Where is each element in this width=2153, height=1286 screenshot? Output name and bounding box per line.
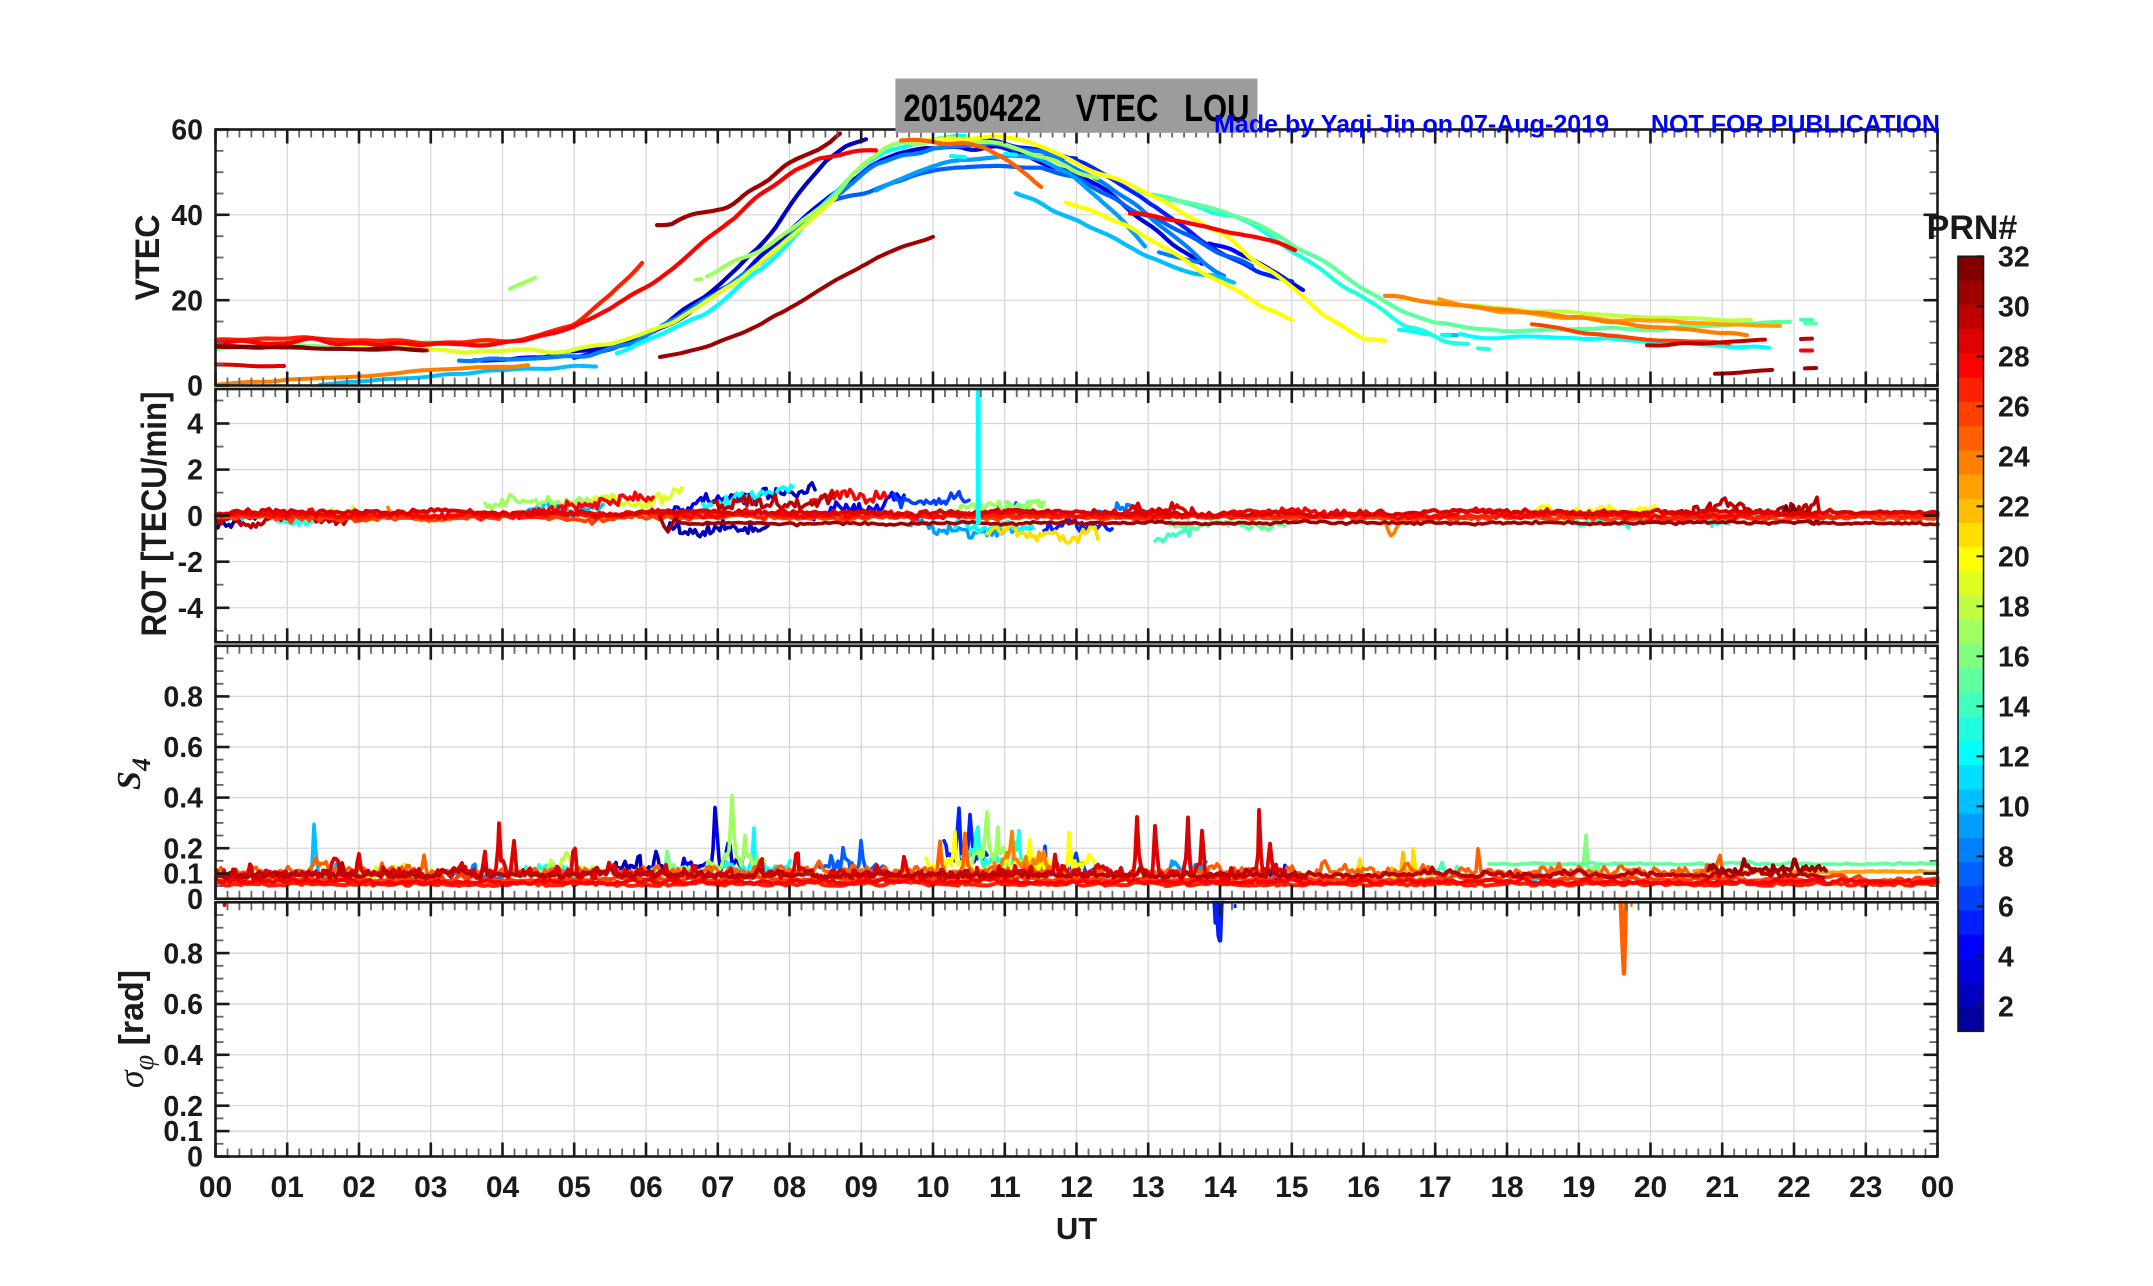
svg-text:0.6: 0.6 bbox=[163, 732, 203, 764]
svg-text:ROT [TECU/min]: ROT [TECU/min] bbox=[135, 392, 174, 637]
svg-text:60: 60 bbox=[171, 115, 203, 147]
svg-text:00: 00 bbox=[1921, 1171, 1954, 1204]
svg-text:16: 16 bbox=[1998, 641, 2030, 673]
svg-text:0.1: 0.1 bbox=[163, 859, 203, 891]
svg-text:18: 18 bbox=[1490, 1171, 1523, 1204]
svg-text:0.4: 0.4 bbox=[163, 1040, 203, 1072]
svg-text:0: 0 bbox=[187, 501, 203, 533]
svg-text:σφ [rad]: σφ [rad] bbox=[111, 970, 160, 1088]
svg-text:14: 14 bbox=[1998, 691, 2030, 723]
svg-text:0: 0 bbox=[187, 371, 203, 403]
svg-text:20: 20 bbox=[1998, 541, 2030, 573]
svg-text:16: 16 bbox=[1347, 1171, 1380, 1204]
svg-text:22: 22 bbox=[1998, 491, 2030, 523]
svg-text:4: 4 bbox=[1998, 941, 2014, 973]
svg-text:0: 0 bbox=[187, 1142, 203, 1174]
svg-text:14: 14 bbox=[1203, 1171, 1237, 1204]
svg-text:0: 0 bbox=[187, 884, 203, 916]
svg-text:UT: UT bbox=[1056, 1211, 1097, 1246]
svg-text:20: 20 bbox=[1634, 1171, 1667, 1204]
svg-text:09: 09 bbox=[845, 1171, 878, 1204]
svg-text:-4: -4 bbox=[178, 593, 203, 625]
svg-text:8: 8 bbox=[1998, 841, 2014, 873]
svg-text:08: 08 bbox=[773, 1171, 806, 1204]
svg-text:17: 17 bbox=[1419, 1171, 1452, 1204]
svg-text:23: 23 bbox=[1849, 1171, 1882, 1204]
svg-text:07: 07 bbox=[701, 1171, 734, 1204]
svg-text:0.2: 0.2 bbox=[163, 1091, 203, 1123]
svg-text:0.2: 0.2 bbox=[163, 833, 203, 865]
svg-text:19: 19 bbox=[1562, 1171, 1595, 1204]
svg-text:24: 24 bbox=[1998, 441, 2030, 473]
svg-text:28: 28 bbox=[1998, 341, 2030, 373]
svg-text:0.6: 0.6 bbox=[163, 989, 203, 1021]
svg-text:05: 05 bbox=[558, 1171, 591, 1204]
svg-text:01: 01 bbox=[271, 1171, 304, 1204]
svg-text:04: 04 bbox=[486, 1171, 520, 1204]
svg-text:15: 15 bbox=[1275, 1171, 1308, 1204]
svg-text:VTEC: VTEC bbox=[129, 215, 167, 301]
svg-text:-2: -2 bbox=[178, 547, 203, 579]
svg-text:6: 6 bbox=[1998, 891, 2014, 923]
svg-text:26: 26 bbox=[1998, 391, 2030, 423]
svg-text:12: 12 bbox=[1998, 741, 2030, 773]
svg-text:21: 21 bbox=[1706, 1171, 1739, 1204]
svg-text:0.8: 0.8 bbox=[163, 938, 203, 970]
svg-text:32: 32 bbox=[1998, 241, 2030, 273]
svg-text:20150422 VTEC LOU: 20150422 VTEC LOU bbox=[904, 88, 1250, 130]
svg-text:4: 4 bbox=[187, 409, 203, 441]
svg-text:30: 30 bbox=[1998, 291, 2030, 323]
svg-text:11: 11 bbox=[989, 1171, 1021, 1204]
svg-text:40: 40 bbox=[171, 200, 203, 232]
svg-text:Made by Yaqi Jin on 07-Aug-201: Made by Yaqi Jin on 07-Aug-2019 NOT FOR … bbox=[1214, 112, 1940, 139]
svg-text:13: 13 bbox=[1132, 1171, 1165, 1204]
svg-text:12: 12 bbox=[1060, 1171, 1093, 1204]
svg-text:0.4: 0.4 bbox=[163, 783, 203, 815]
svg-text:2: 2 bbox=[1998, 991, 2014, 1023]
svg-text:PRN#: PRN# bbox=[1927, 209, 2018, 247]
svg-text:03: 03 bbox=[414, 1171, 447, 1204]
svg-text:10: 10 bbox=[1998, 791, 2030, 823]
svg-text:06: 06 bbox=[629, 1171, 662, 1204]
svg-text:02: 02 bbox=[342, 1171, 375, 1204]
svg-text:18: 18 bbox=[1998, 591, 2030, 623]
svg-text:00: 00 bbox=[199, 1171, 232, 1204]
svg-text:10: 10 bbox=[916, 1171, 949, 1204]
svg-text:2: 2 bbox=[187, 455, 203, 487]
svg-text:20: 20 bbox=[171, 285, 203, 317]
svg-text:22: 22 bbox=[1777, 1171, 1810, 1204]
svg-text:0.1: 0.1 bbox=[163, 1116, 203, 1148]
svg-text:0.8: 0.8 bbox=[163, 682, 203, 714]
